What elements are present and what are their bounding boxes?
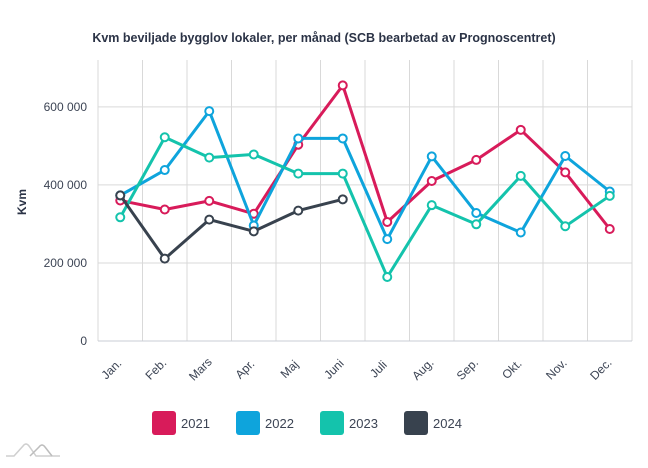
legend: 2021 2022 2023 2024 (152, 411, 462, 435)
data-point[interactable] (204, 106, 215, 117)
data-point[interactable] (293, 168, 304, 179)
series-2023 (115, 132, 615, 282)
data-point[interactable] (560, 151, 571, 162)
series-2024 (115, 190, 348, 264)
x-tick-label: Apr. (232, 357, 257, 382)
data-point[interactable] (204, 152, 215, 163)
data-point[interactable] (204, 195, 215, 206)
legend-swatch (404, 411, 428, 435)
chart-title: Kvm beviljade bygglov lokaler, per månad… (92, 31, 555, 45)
x-tick-label: Jan. (98, 356, 124, 382)
series-2022 (115, 106, 615, 245)
data-point[interactable] (426, 200, 437, 211)
data-point[interactable] (515, 170, 526, 181)
legend-item-2021[interactable]: 2021 (152, 411, 210, 435)
data-point[interactable] (560, 167, 571, 178)
data-point[interactable] (382, 271, 393, 282)
legend-label: 2021 (181, 416, 210, 431)
data-point[interactable] (382, 216, 393, 227)
data-point[interactable] (471, 219, 482, 230)
data-point[interactable] (159, 253, 170, 264)
data-point[interactable] (604, 190, 615, 201)
grid (97, 60, 633, 342)
data-point[interactable] (515, 124, 526, 135)
data-point[interactable] (471, 154, 482, 165)
x-tick-label: Feb. (142, 356, 169, 383)
legend-swatch (320, 411, 344, 435)
legend-label: 2022 (265, 416, 294, 431)
series-line (120, 83, 611, 230)
data-point[interactable] (426, 175, 437, 186)
series (115, 80, 615, 282)
series-line (119, 109, 611, 241)
data-point[interactable] (337, 168, 348, 179)
legend-label: 2023 (349, 416, 378, 431)
y-tick-label: 0 (80, 334, 87, 348)
x-tick-label: Sep. (454, 355, 481, 382)
data-point[interactable] (248, 149, 259, 160)
legend-item-2024[interactable]: 2024 (404, 411, 462, 435)
legend-swatch (236, 411, 260, 435)
x-tick-label: Aug. (409, 355, 436, 382)
x-tick-label: Nov. (543, 356, 570, 383)
data-point[interactable] (159, 132, 170, 143)
data-point[interactable] (426, 151, 437, 162)
y-tick-label: 600 000 (44, 100, 88, 114)
data-point[interactable] (115, 190, 126, 201)
data-point[interactable] (115, 212, 126, 223)
brand-logo-icon (6, 443, 60, 457)
series-line (118, 135, 611, 279)
legend-label: 2024 (433, 416, 462, 431)
x-tick-label: Juli (367, 358, 390, 381)
y-tick-label: 200 000 (44, 256, 88, 270)
x-tick-label: Dec. (587, 355, 614, 382)
data-point[interactable] (159, 204, 170, 215)
data-point[interactable] (604, 223, 615, 234)
data-point[interactable] (293, 133, 304, 144)
x-tick-label: Juni (321, 356, 346, 381)
x-tick-label: Okt. (499, 356, 524, 381)
legend-item-2023[interactable]: 2023 (320, 411, 378, 435)
legend-item-2022[interactable]: 2022 (236, 411, 294, 435)
series-line (119, 194, 344, 261)
data-point[interactable] (515, 227, 526, 238)
data-point[interactable] (337, 133, 348, 144)
data-point[interactable] (204, 214, 215, 225)
y-axis-ticks: 0 200 000 400 000 600 000 (44, 100, 88, 348)
data-point[interactable] (248, 226, 259, 237)
x-axis-ticks: Jan. Feb. Mars Apr. Maj Juni Juli Aug. Sep. Okt. N… (98, 355, 614, 384)
y-tick-label: 400 000 (44, 178, 88, 192)
data-point[interactable] (337, 194, 348, 205)
data-point[interactable] (337, 80, 348, 91)
data-point[interactable] (471, 207, 482, 218)
data-point[interactable] (159, 165, 170, 176)
y-axis-label: Kvm (15, 189, 29, 215)
data-point[interactable] (382, 234, 393, 245)
data-point[interactable] (560, 221, 571, 232)
data-point[interactable] (293, 205, 304, 216)
x-tick-label: Maj (278, 357, 302, 381)
x-tick-label: Mars (186, 355, 215, 384)
legend-swatch (152, 411, 176, 435)
